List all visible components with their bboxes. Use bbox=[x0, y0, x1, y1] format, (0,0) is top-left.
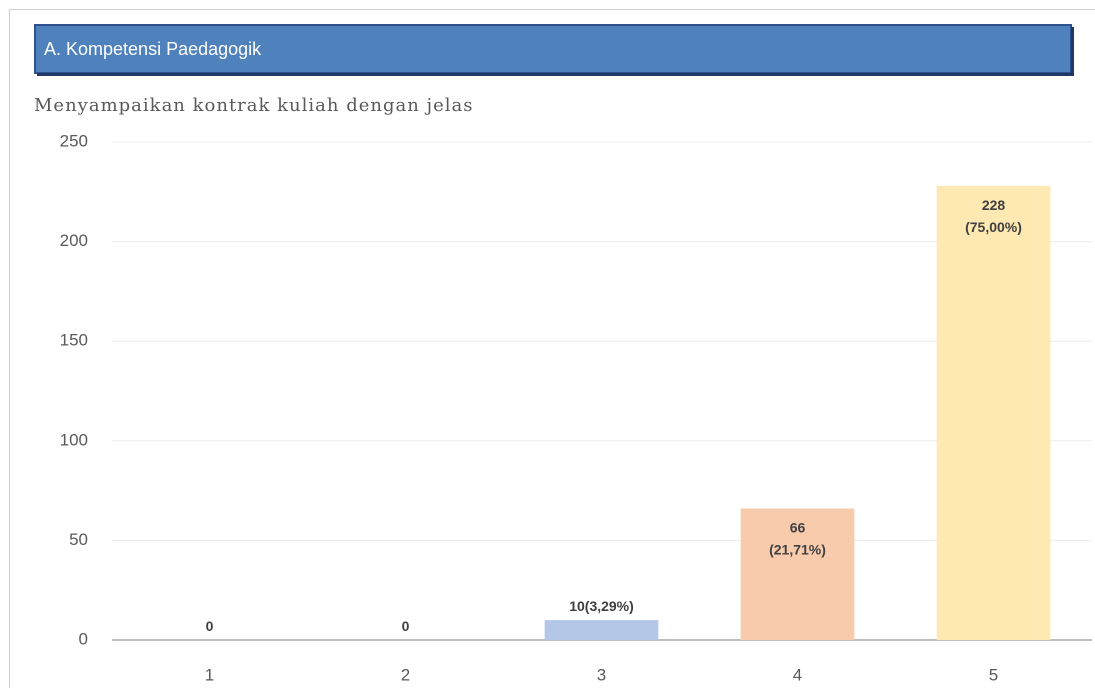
value-label-line: 0 bbox=[206, 618, 214, 634]
bar bbox=[740, 508, 855, 640]
y-tick-label: 0 bbox=[79, 629, 88, 648]
value-label-line: 228 bbox=[982, 197, 1006, 213]
x-tick-label: 3 bbox=[597, 665, 606, 684]
value-label-line: (21,71%) bbox=[769, 541, 826, 557]
value-label: 228 (75,00%) bbox=[965, 197, 1022, 235]
y-tick-label: 150 bbox=[60, 331, 88, 350]
x-tick-label: 1 bbox=[205, 665, 214, 684]
value-label-line: (75,00%) bbox=[965, 219, 1022, 235]
header-shadow bbox=[1071, 27, 1074, 75]
header-bar bbox=[34, 24, 1072, 74]
y-tick-label: 50 bbox=[69, 530, 88, 549]
header-shadow bbox=[37, 73, 1074, 76]
value-label-line: 0 bbox=[402, 618, 410, 634]
chart-title: Menyampaikan kontrak kuliah dengan jelas bbox=[34, 95, 474, 116]
bar bbox=[544, 620, 659, 640]
value-label-line: 66 bbox=[790, 519, 806, 535]
y-tick-label: 250 bbox=[60, 131, 88, 150]
x-tick-label: 2 bbox=[401, 665, 410, 684]
header-title: A. Kompetensi Paedagogik bbox=[44, 39, 262, 59]
y-tick-label: 100 bbox=[60, 430, 88, 449]
value-label-line: 10(3,29%) bbox=[569, 598, 634, 614]
y-tick-label: 200 bbox=[60, 231, 88, 250]
value-label: 0 bbox=[206, 618, 214, 634]
value-label: 66 (21,71%) bbox=[769, 519, 826, 557]
value-label: 0 bbox=[402, 618, 410, 634]
panel-border bbox=[9, 9, 1095, 688]
x-tick-label: 5 bbox=[989, 665, 998, 684]
x-tick-label: 4 bbox=[793, 665, 802, 684]
value-label: 10(3,29%) bbox=[569, 598, 634, 614]
bar bbox=[936, 185, 1051, 640]
